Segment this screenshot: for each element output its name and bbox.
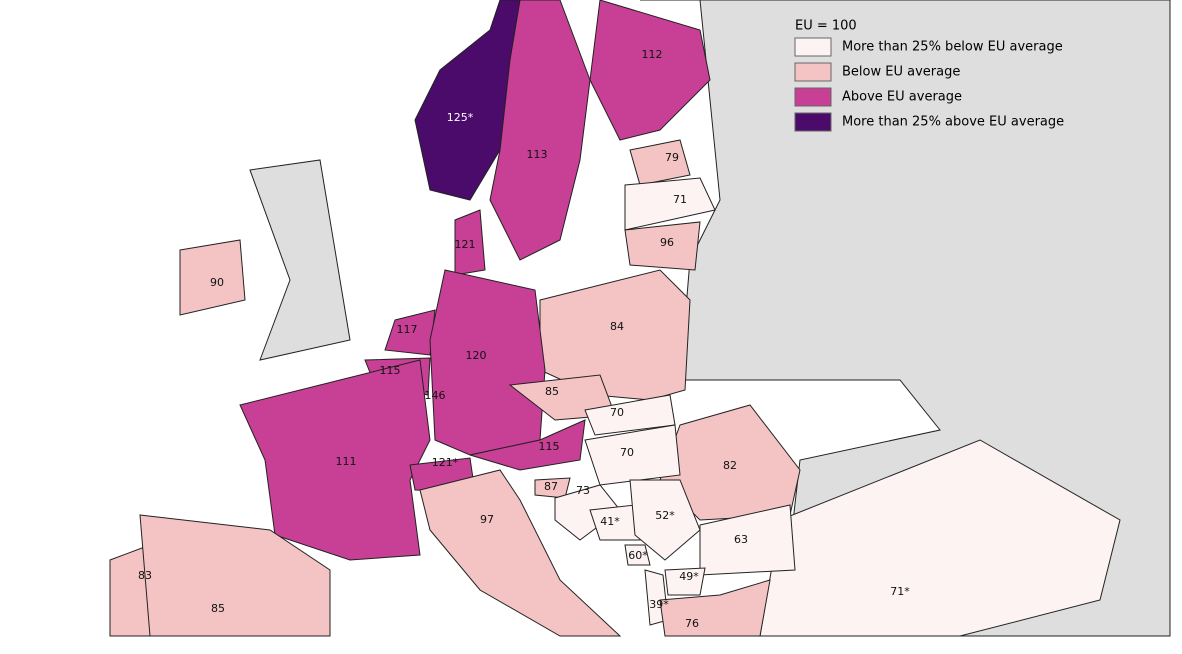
country bbox=[469, 419, 586, 471]
country-value: 121* bbox=[432, 456, 459, 469]
legend: EU = 100 More than 25% below EU average B… bbox=[794, 19, 1064, 132]
country-value: 49* bbox=[679, 570, 699, 583]
country bbox=[179, 239, 246, 316]
legend-label: More than 25% above EU average bbox=[842, 115, 1064, 130]
legend-title: EU = 100 bbox=[795, 19, 857, 34]
country-value: 70 bbox=[610, 406, 624, 419]
country-value: 121 bbox=[455, 238, 476, 251]
country bbox=[454, 209, 486, 276]
regions: 112 125* 113 79 71 121 96 90 84 117 120 115 146 85 70 1… bbox=[109, 0, 910, 637]
country bbox=[429, 269, 546, 456]
country-value: 39* bbox=[649, 598, 669, 611]
country bbox=[659, 579, 771, 637]
country bbox=[384, 309, 436, 356]
country bbox=[664, 567, 706, 596]
country-value: 96 bbox=[660, 236, 674, 249]
country-value: 97 bbox=[480, 513, 494, 526]
country-value: 79 bbox=[665, 151, 679, 164]
country-value: 60* bbox=[628, 549, 648, 562]
country-value: 115 bbox=[539, 440, 560, 453]
country-value: 115 bbox=[380, 364, 401, 377]
country-value: 111 bbox=[336, 455, 357, 468]
country-value: 120 bbox=[466, 349, 487, 362]
country bbox=[629, 139, 691, 186]
country bbox=[489, 0, 591, 261]
legend-label: Above EU average bbox=[842, 90, 962, 105]
legend-swatch bbox=[794, 37, 832, 57]
country bbox=[624, 177, 716, 231]
country-value: 71* bbox=[890, 585, 910, 598]
country-value: 63 bbox=[734, 533, 748, 546]
country-value: 41* bbox=[600, 515, 620, 528]
legend-swatch bbox=[794, 112, 832, 132]
country-value: 85 bbox=[545, 385, 559, 398]
country bbox=[699, 504, 796, 576]
country-value: 112 bbox=[642, 48, 663, 61]
country bbox=[589, 504, 641, 541]
country-value: 146 bbox=[425, 389, 446, 402]
country bbox=[624, 221, 701, 271]
legend-label: Below EU average bbox=[842, 65, 960, 80]
country-value: 85 bbox=[211, 602, 225, 615]
country-value: 82 bbox=[723, 459, 737, 472]
country-value: 71 bbox=[673, 193, 687, 206]
legend-swatch bbox=[794, 62, 832, 82]
country-value: 90 bbox=[210, 276, 224, 289]
country-value: 52* bbox=[655, 509, 675, 522]
country-value: 117 bbox=[397, 323, 418, 336]
country bbox=[239, 359, 431, 561]
country bbox=[624, 544, 651, 566]
country-value: 87 bbox=[544, 480, 558, 493]
country-value: 125* bbox=[447, 111, 474, 124]
country bbox=[139, 514, 331, 637]
country-value: 73 bbox=[576, 484, 590, 497]
country-value: 84 bbox=[610, 320, 624, 333]
country bbox=[419, 469, 622, 637]
country-value: 70 bbox=[620, 446, 634, 459]
country-value: 83 bbox=[138, 569, 152, 582]
country-value: 76 bbox=[685, 617, 699, 630]
uk-land bbox=[249, 159, 351, 361]
country bbox=[584, 424, 681, 486]
legend-label: More than 25% below EU average bbox=[842, 40, 1063, 55]
country-value: 113 bbox=[527, 148, 548, 161]
country bbox=[629, 479, 701, 561]
legend-swatch bbox=[794, 87, 832, 107]
